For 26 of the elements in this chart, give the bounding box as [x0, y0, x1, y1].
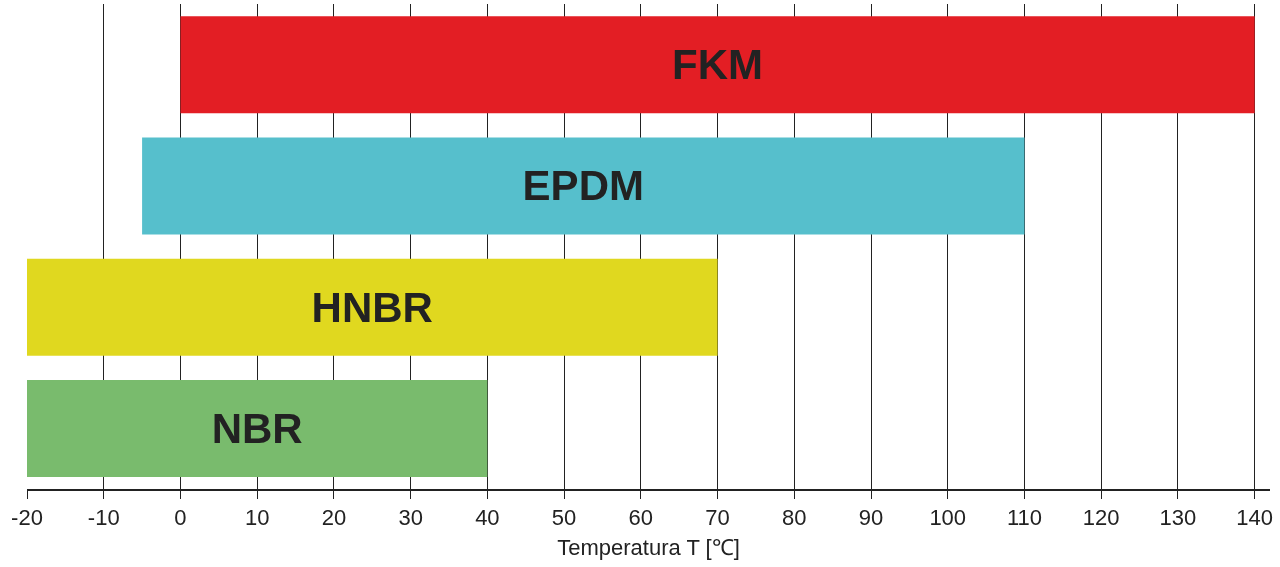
x-tick-label: 10 [244, 505, 270, 531]
x-tick-label: 30 [398, 505, 423, 531]
x-tick-label: 110 [1006, 505, 1043, 531]
x-tick-label: 90 [858, 505, 884, 531]
bar [142, 137, 1025, 235]
x-tick-label: 130 [1159, 505, 1197, 531]
bar [180, 16, 1255, 114]
y-tick-label: EPDM [522, 162, 644, 210]
x-tick-label: 0 [174, 505, 187, 531]
x-tick-label: -10 [87, 505, 120, 531]
x-tick-label: 80 [782, 505, 807, 531]
x-tick-label: 20 [321, 505, 347, 531]
x-axis-title: Temperatura T [℃] [557, 534, 740, 560]
x-tick-label: 140 [1236, 505, 1274, 531]
x-tick-label: 50 [551, 505, 577, 531]
y-tick-label: HNBR [311, 283, 433, 331]
x-tick-label: 100 [929, 505, 967, 531]
x-tick-label: 70 [705, 505, 730, 531]
bar [27, 258, 718, 356]
y-tick-label: NBR [211, 404, 303, 452]
x-tick-label: 60 [628, 505, 654, 531]
bar [27, 379, 488, 477]
x-tick-label: 40 [475, 505, 500, 531]
x-tick-label: 120 [1082, 505, 1120, 531]
x-tick-label: -20 [11, 505, 43, 531]
y-tick-label: FKM [672, 41, 764, 89]
